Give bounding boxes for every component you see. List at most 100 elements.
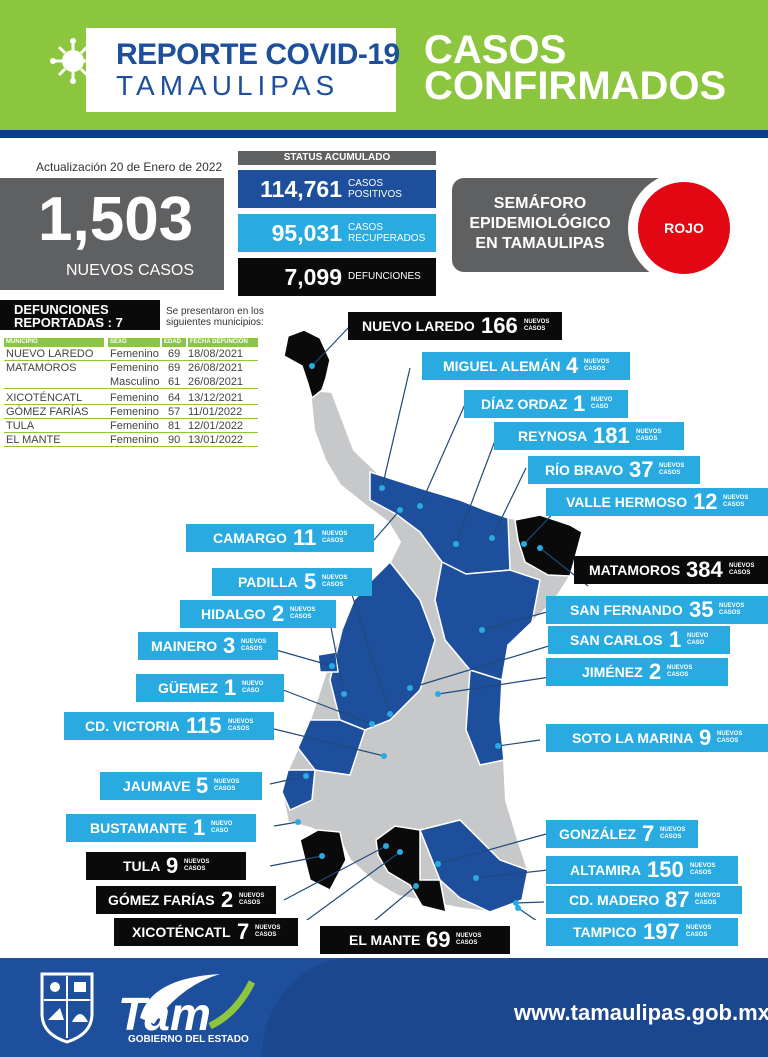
municipality-name: MAINERO — [151, 638, 218, 654]
cell-edad: 61 — [168, 376, 181, 388]
municipality-name: CAMARGO — [213, 530, 287, 546]
municipality-label-nuevo-laredo: NUEVO LAREDO 166 NUEVOS CASOS — [348, 312, 562, 340]
website-link[interactable]: www.tamaulipas.gob.mx — [514, 1000, 768, 1025]
cell-municipio: EL MANTE — [6, 434, 61, 446]
municipality-label-matamoros: MATAMOROS 384 NUEVOS CASOS — [574, 556, 768, 584]
municipality-name: SAN FERNANDO — [570, 602, 683, 618]
municipality-name: GÜEMEZ — [158, 680, 218, 696]
col-fecha: FECHA DEFUNCIÓN — [188, 338, 258, 347]
positive-label-line2: POSITIVOS — [348, 189, 402, 200]
leader-dots — [295, 363, 543, 911]
deaths-table-header: MUNICIPIO SEXO EDAD FECHA DEFUNCIÓN — [4, 338, 258, 347]
municipality-count: 7 — [237, 919, 250, 944]
municipality-count: 197 — [643, 919, 680, 944]
new-cases-tag-line2: CASOS — [660, 834, 682, 840]
new-cases-tag: NUEVOS CASOS — [322, 531, 347, 545]
new-cases-tag: NUEVOS CASOS — [660, 827, 685, 841]
municipality-count: 1 — [573, 391, 586, 416]
new-cases-tag-line2: CASOS — [717, 738, 739, 744]
region-soto-la-marina — [465, 669, 505, 766]
municipality-label-bustamante: BUSTAMANTE 1 NUEVO CASO — [66, 814, 256, 842]
new-cases-tag: NUEVOS CASOS — [524, 319, 549, 333]
tam-logo-text: Tam — [118, 988, 211, 1040]
new-cases-tag-line1: NUEVOS — [228, 719, 254, 725]
municipality-count: 150 — [647, 857, 684, 882]
cell-fecha: 26/08/2021 — [188, 362, 244, 374]
cell-edad: 81 — [168, 420, 181, 432]
positive-cases-box: 114,761 CASOS POSITIVOS — [238, 170, 436, 208]
new-cases-tag: NUEVOS CASOS — [717, 731, 742, 745]
new-cases-tag-line1: NUEVOS — [719, 603, 745, 609]
municipality-label-reynosa: REYNOSA 181 NUEVOS CASOS — [494, 422, 684, 450]
cell-edad: 64 — [168, 392, 181, 404]
new-cases-tag: NUEVOS CASOS — [322, 575, 347, 589]
table-row: XICOTÉNCATL Femenino 64 13/12/2021 — [4, 392, 258, 405]
new-cases-tag-line2: CASO — [242, 688, 260, 694]
municipality-count: 69 — [426, 927, 451, 952]
new-cases-tag: NUEVOS CASOS — [695, 893, 720, 907]
new-cases-box — [0, 178, 224, 290]
table-row: GÓMEZ FARÍAS Femenino 57 11/01/2022 — [4, 406, 258, 419]
municipality-label-cd-madero: CD. MADERO 87 NUEVOS CASOS — [546, 886, 742, 914]
municipality-count: 11 — [293, 525, 317, 550]
municipality-count: 37 — [629, 457, 654, 482]
municipality-count: 1 — [669, 627, 682, 652]
new-cases-tag-line1: NUEVOS — [322, 531, 348, 537]
municipality-label-valle-hermoso: VALLE HERMOSO 12 NUEVOS CASOS — [546, 488, 768, 516]
new-cases-tag-line2: CASOS — [322, 582, 344, 588]
new-cases-tag-line1: NUEVOS — [239, 893, 265, 899]
new-cases-tag: NUEVOS CASOS — [719, 603, 744, 617]
recovered-cases-count: 95,031 — [271, 220, 342, 246]
cell-municipio: GÓMEZ FARÍAS — [6, 406, 89, 418]
municipality-name: GONZÁLEZ — [559, 826, 636, 842]
municipality-count: 384 — [686, 557, 723, 582]
new-cases-tag-line1: NUEVOS — [584, 359, 610, 365]
municipality-label-gonzalez: GONZÁLEZ 7 NUEVOS CASOS — [546, 820, 698, 848]
new-cases-tag: NUEVOS CASOS — [228, 719, 253, 733]
new-cases-tag-line2: CASOS — [584, 366, 606, 372]
new-cases-tag-line1: NUEVOS — [456, 933, 482, 939]
cell-fecha: 12/01/2022 — [188, 420, 244, 432]
new-cases-tag-line2: CASOS — [241, 646, 263, 652]
semaforo-title: SEMÁFORO EPIDEMIOLÓGICO EN TAMAULIPAS — [456, 194, 624, 254]
municipality-name: REYNOSA — [518, 428, 588, 444]
table-row: EL MANTE Femenino 90 13/01/2022 — [4, 434, 258, 447]
municipality-label-camargo: CAMARGO 11 NUEVOS CASOS — [186, 524, 374, 552]
section-title-line1: CASOS — [424, 28, 567, 72]
new-cases-tag-line1: NUEVOS — [322, 575, 348, 581]
recovered-cases-box: 95,031 CASOS RECUPERADOS — [238, 214, 436, 252]
new-cases-tag-line2: CASO — [591, 404, 609, 410]
municipality-count: 115 — [186, 713, 222, 738]
cell-sexo: Masculino — [110, 376, 160, 388]
cell-fecha: 18/08/2021 — [188, 348, 244, 360]
new-cases-tag: NUEVOS CASOS — [659, 463, 684, 477]
municipality-label-tampico: TAMPICO 197 NUEVOS CASOS — [546, 918, 738, 946]
new-cases-tag-line2: CASOS — [729, 570, 751, 576]
new-cases-tag-line2: CASOS — [290, 614, 312, 620]
deaths-label: DEFUNCIONES — [348, 271, 421, 282]
deaths-note-line2: siguientes municipios: — [166, 317, 264, 328]
municipality-label-diaz-ordaz: DÍAZ ORDAZ 1 NUEVO CASO — [464, 390, 628, 418]
new-cases-tag-line1: NUEVOS — [723, 495, 749, 501]
region-tula — [299, 829, 347, 891]
municipality-name: GÓMEZ FARÍAS — [108, 892, 215, 908]
table-row: Masculino 61 26/08/2021 — [4, 376, 258, 389]
new-cases-tag: NUEVOS CASOS — [667, 665, 692, 679]
new-cases-tag-line2: CASOS — [659, 470, 681, 476]
new-cases-tag-line1: NUEVOS — [695, 893, 721, 899]
municipality-name: HIDALGO — [201, 606, 266, 622]
new-cases-tag-line2: CASOS — [686, 932, 708, 938]
recovered-label-line2: RECUPERADOS — [348, 233, 426, 244]
cell-fecha: 11/01/2022 — [188, 406, 243, 418]
new-cases-count: 1,503 — [38, 185, 194, 254]
municipality-count: 181 — [593, 423, 630, 448]
municipality-name: SOTO LA MARINA — [572, 730, 694, 746]
municipality-label-jimenez: JIMÉNEZ 2 NUEVOS CASOS — [546, 658, 728, 686]
deaths-reported-box: DEFUNCIONES REPORTADAS : 7 — [0, 300, 160, 330]
municipality-count: 3 — [223, 633, 236, 658]
municipality-count: 4 — [566, 353, 579, 378]
municipality-name: PADILLA — [238, 574, 298, 590]
municipality-name: MIGUEL ALEMÁN — [443, 358, 561, 374]
municipality-name: EL MANTE — [349, 932, 421, 948]
cell-municipio: MATAMOROS — [6, 362, 77, 374]
